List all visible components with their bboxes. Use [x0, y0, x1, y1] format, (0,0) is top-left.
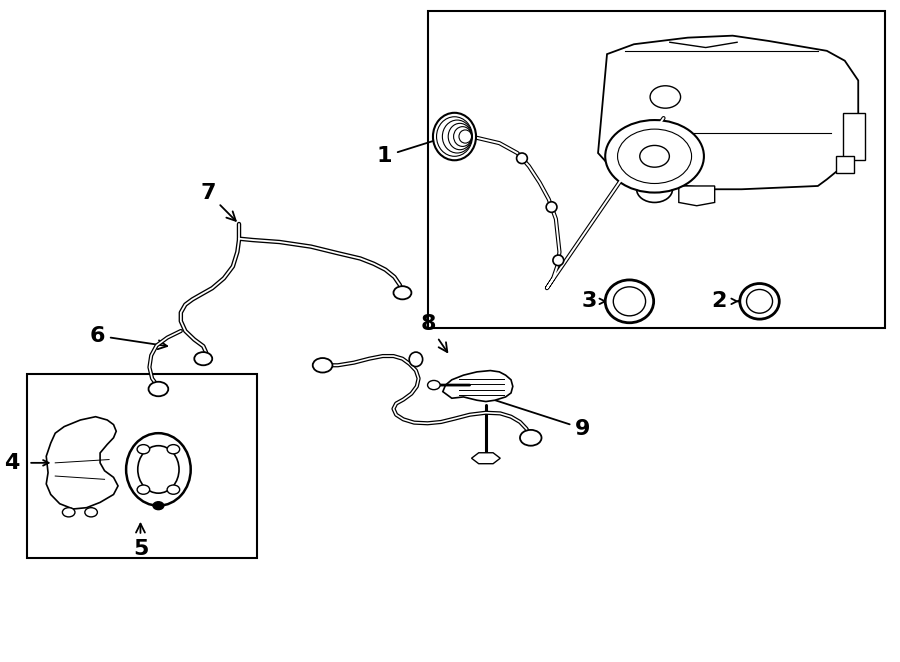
Polygon shape: [679, 186, 715, 206]
Text: 5: 5: [133, 524, 148, 559]
Ellipse shape: [459, 130, 472, 143]
Ellipse shape: [448, 123, 472, 150]
Polygon shape: [443, 371, 513, 402]
Text: 9: 9: [453, 385, 590, 438]
Ellipse shape: [433, 113, 476, 160]
Text: 4: 4: [4, 453, 20, 473]
Bar: [428, 11, 886, 328]
Circle shape: [520, 430, 542, 446]
Circle shape: [85, 508, 97, 517]
Bar: [843, 113, 866, 160]
Ellipse shape: [613, 287, 645, 316]
Circle shape: [605, 120, 704, 193]
Ellipse shape: [517, 153, 527, 164]
Circle shape: [194, 352, 212, 365]
Circle shape: [167, 445, 180, 454]
Circle shape: [428, 381, 440, 390]
Ellipse shape: [605, 280, 653, 323]
Ellipse shape: [746, 289, 772, 313]
Ellipse shape: [740, 283, 779, 319]
Circle shape: [167, 485, 180, 495]
Ellipse shape: [126, 433, 191, 506]
Circle shape: [650, 86, 680, 108]
Polygon shape: [46, 416, 118, 509]
Circle shape: [617, 129, 691, 183]
Text: 8: 8: [420, 314, 447, 352]
Ellipse shape: [546, 202, 557, 213]
Polygon shape: [598, 36, 859, 189]
Text: 6: 6: [90, 326, 167, 349]
Ellipse shape: [454, 126, 472, 146]
Circle shape: [137, 485, 149, 495]
Text: 1: 1: [377, 136, 443, 166]
Bar: [836, 156, 854, 173]
Circle shape: [148, 382, 168, 397]
Circle shape: [62, 508, 75, 517]
Circle shape: [312, 358, 332, 373]
Circle shape: [393, 286, 411, 299]
Polygon shape: [472, 453, 500, 463]
Bar: [26, 374, 257, 559]
Ellipse shape: [410, 352, 423, 367]
Ellipse shape: [443, 120, 472, 153]
Ellipse shape: [436, 117, 472, 156]
Circle shape: [137, 445, 149, 454]
Ellipse shape: [138, 446, 179, 493]
Circle shape: [640, 146, 670, 167]
Text: 2: 2: [712, 291, 727, 311]
Text: 7: 7: [200, 183, 236, 221]
Ellipse shape: [553, 255, 563, 265]
Circle shape: [153, 502, 164, 510]
Text: 3: 3: [581, 291, 597, 311]
